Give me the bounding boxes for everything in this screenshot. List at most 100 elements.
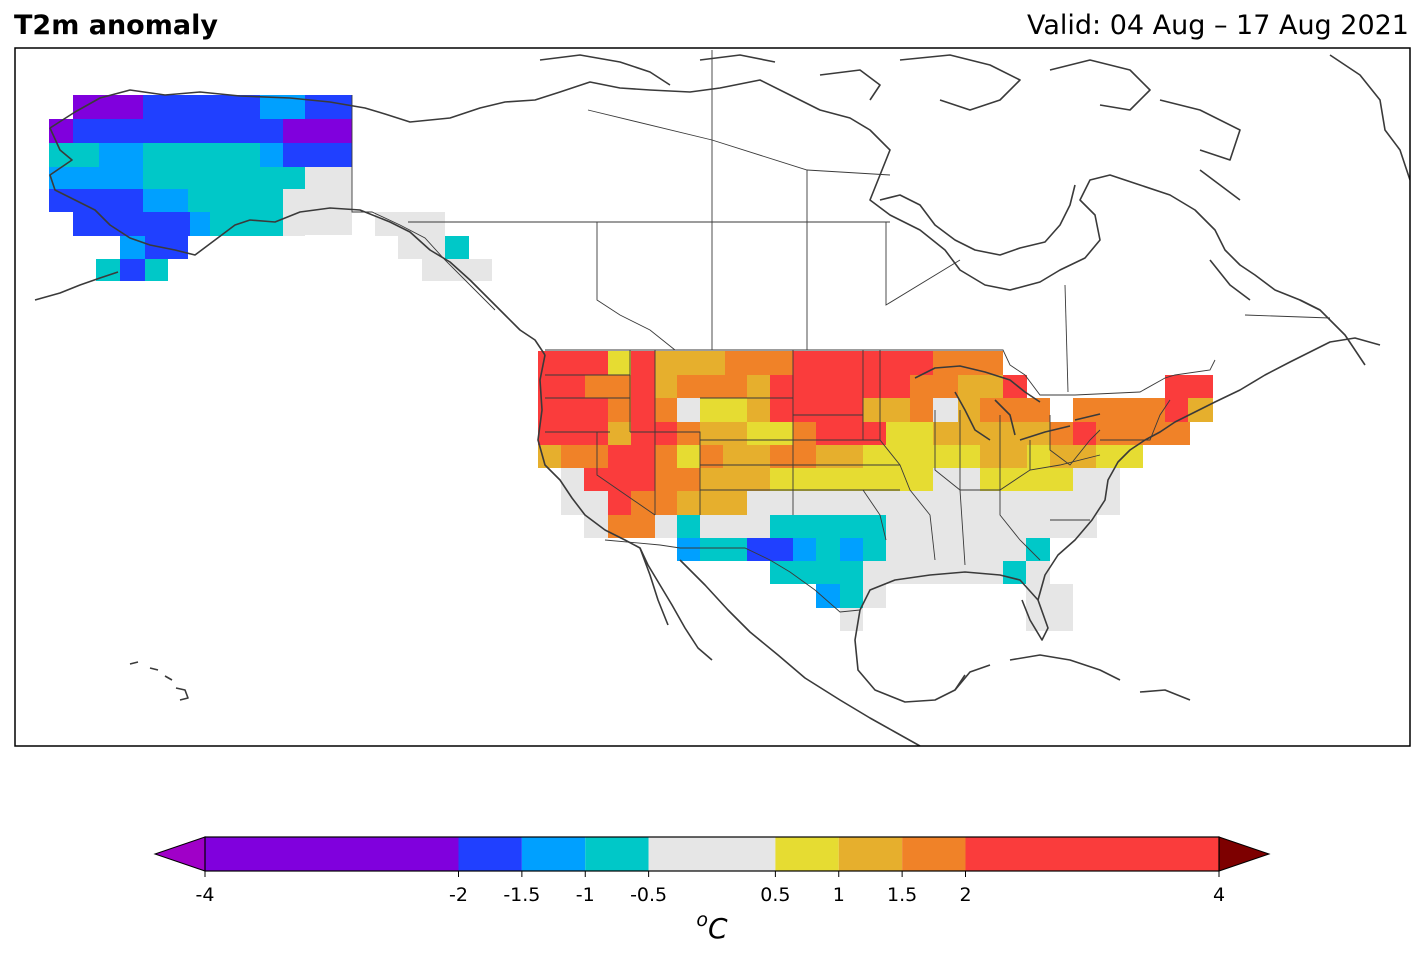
coastlines: [34, 54, 1410, 746]
anomaly-cell: [1096, 422, 1143, 445]
anomaly-cell: [747, 491, 1120, 515]
anomaly-cell: [631, 375, 655, 398]
anomaly-cell: [933, 422, 980, 445]
anomaly-cell: [816, 422, 886, 445]
anomaly-cell: [933, 351, 1003, 375]
colorbar-tick-label: 0.5: [760, 884, 790, 906]
map-title: T2m anomaly: [14, 10, 218, 41]
anomaly-cell: [770, 515, 793, 538]
anomaly-cell: [700, 422, 747, 445]
anomaly-cell: [283, 143, 352, 167]
anomaly-cell: [283, 189, 305, 212]
anomaly-cell: [73, 212, 190, 236]
anomaly-cell: [99, 167, 143, 189]
colorbar-tick-label: -4: [196, 884, 215, 906]
anomaly-cell: [1003, 375, 1027, 398]
anomaly-cell: [770, 375, 910, 398]
anomaly-cell: [793, 422, 816, 445]
anomaly-cell: [863, 538, 886, 561]
anomaly-cell: [608, 515, 655, 538]
anomaly-cell: [1165, 375, 1213, 398]
colorbar-bin: [965, 837, 1219, 871]
anomaly-cell: [305, 167, 352, 235]
anomaly-cell: [863, 584, 886, 608]
anomaly-cell: [99, 143, 143, 167]
anomaly-cell: [886, 422, 933, 445]
anomaly-cell: [538, 398, 608, 422]
colorbar-tick-label: -1.5: [503, 884, 540, 906]
anomaly-cell: [933, 468, 980, 491]
anomaly-cell: [980, 445, 1027, 468]
anomaly-cell: [188, 189, 283, 212]
anomaly-cell: [655, 351, 725, 375]
anomaly-cell: [561, 468, 584, 491]
colorbar-bin: [775, 837, 839, 871]
anomaly-cell: [305, 95, 352, 119]
anomaly-cell: [422, 259, 492, 281]
anomaly-cell: [700, 445, 723, 468]
anomaly-cell: [1026, 608, 1073, 631]
anomaly-cell: [608, 422, 631, 445]
anomaly-cell: [143, 143, 260, 167]
anomaly-cell: [793, 515, 886, 538]
anomaly-cell: [1073, 398, 1165, 422]
anomaly-cell: [143, 167, 305, 189]
anomaly-cell: [608, 398, 631, 422]
anomaly-cell: [958, 398, 980, 422]
anomaly-cell: [608, 468, 655, 491]
anomaly-cell: [538, 375, 585, 398]
anomaly-cell: [584, 468, 608, 491]
anomaly-cell: [1027, 445, 1050, 468]
anomaly-cell: [910, 375, 958, 398]
anomaly-cell: [143, 189, 188, 212]
anomaly-cell: [49, 119, 73, 143]
anomaly-cell: [631, 491, 677, 515]
colorbar-bin: [458, 837, 522, 871]
colorbar-tick-label: 2: [959, 884, 971, 906]
anomaly-cell: [1165, 398, 1188, 422]
anomaly-cell: [608, 491, 631, 515]
anomaly-cell: [840, 538, 863, 561]
anomaly-cell: [840, 584, 863, 608]
anomaly-cell: [770, 398, 863, 422]
colorbar-tick-labels: -4 -2 -1.5 -1 -0.5 0.5 1 1.5 2 4: [196, 871, 1225, 906]
anomaly-cell: [723, 445, 770, 468]
anomaly-cell: [747, 375, 770, 398]
anomaly-cell: [538, 422, 561, 445]
anomaly-cell: [1096, 445, 1143, 468]
anomaly-grid: [49, 95, 1213, 631]
anomaly-cell: [863, 445, 933, 468]
anomaly-cell: [1003, 561, 1026, 584]
anomaly-cell: [700, 538, 747, 561]
anomaly-cell: [283, 212, 305, 236]
anomaly-cell: [283, 119, 352, 143]
anomaly-cell: [910, 398, 933, 422]
anomaly-cell: [1050, 445, 1096, 468]
map-frame: [14, 47, 1411, 747]
anomaly-cell: [49, 143, 99, 167]
colorbar-bin: [902, 837, 966, 871]
anomaly-cell: [1026, 538, 1050, 561]
colorbar-bin: [838, 837, 903, 871]
anomaly-cell: [816, 584, 840, 608]
colorbar: [153, 836, 1271, 872]
anomaly-cell: [190, 212, 210, 236]
colorbar-tick-label: 1: [833, 884, 845, 906]
anomaly-cell: [700, 468, 770, 491]
anomaly-cell: [863, 561, 1003, 584]
anomaly-cell: [677, 375, 747, 398]
colorbar-tick-label: -2: [449, 884, 468, 906]
anomaly-cell: [398, 236, 445, 259]
anomaly-cell: [980, 468, 1073, 491]
anomaly-cell: [747, 422, 793, 445]
colorbar-unit-label: oC: [696, 909, 728, 945]
colorbar-tick-label: -0.5: [630, 884, 667, 906]
anomaly-cell: [1143, 422, 1190, 445]
anomaly-cell: [933, 398, 958, 422]
political-borders: [351, 50, 1331, 613]
anomaly-cell: [886, 515, 1097, 538]
anomaly-cell: [677, 445, 700, 468]
anomaly-cell: [910, 468, 933, 491]
colorbar-bin: [521, 837, 586, 871]
